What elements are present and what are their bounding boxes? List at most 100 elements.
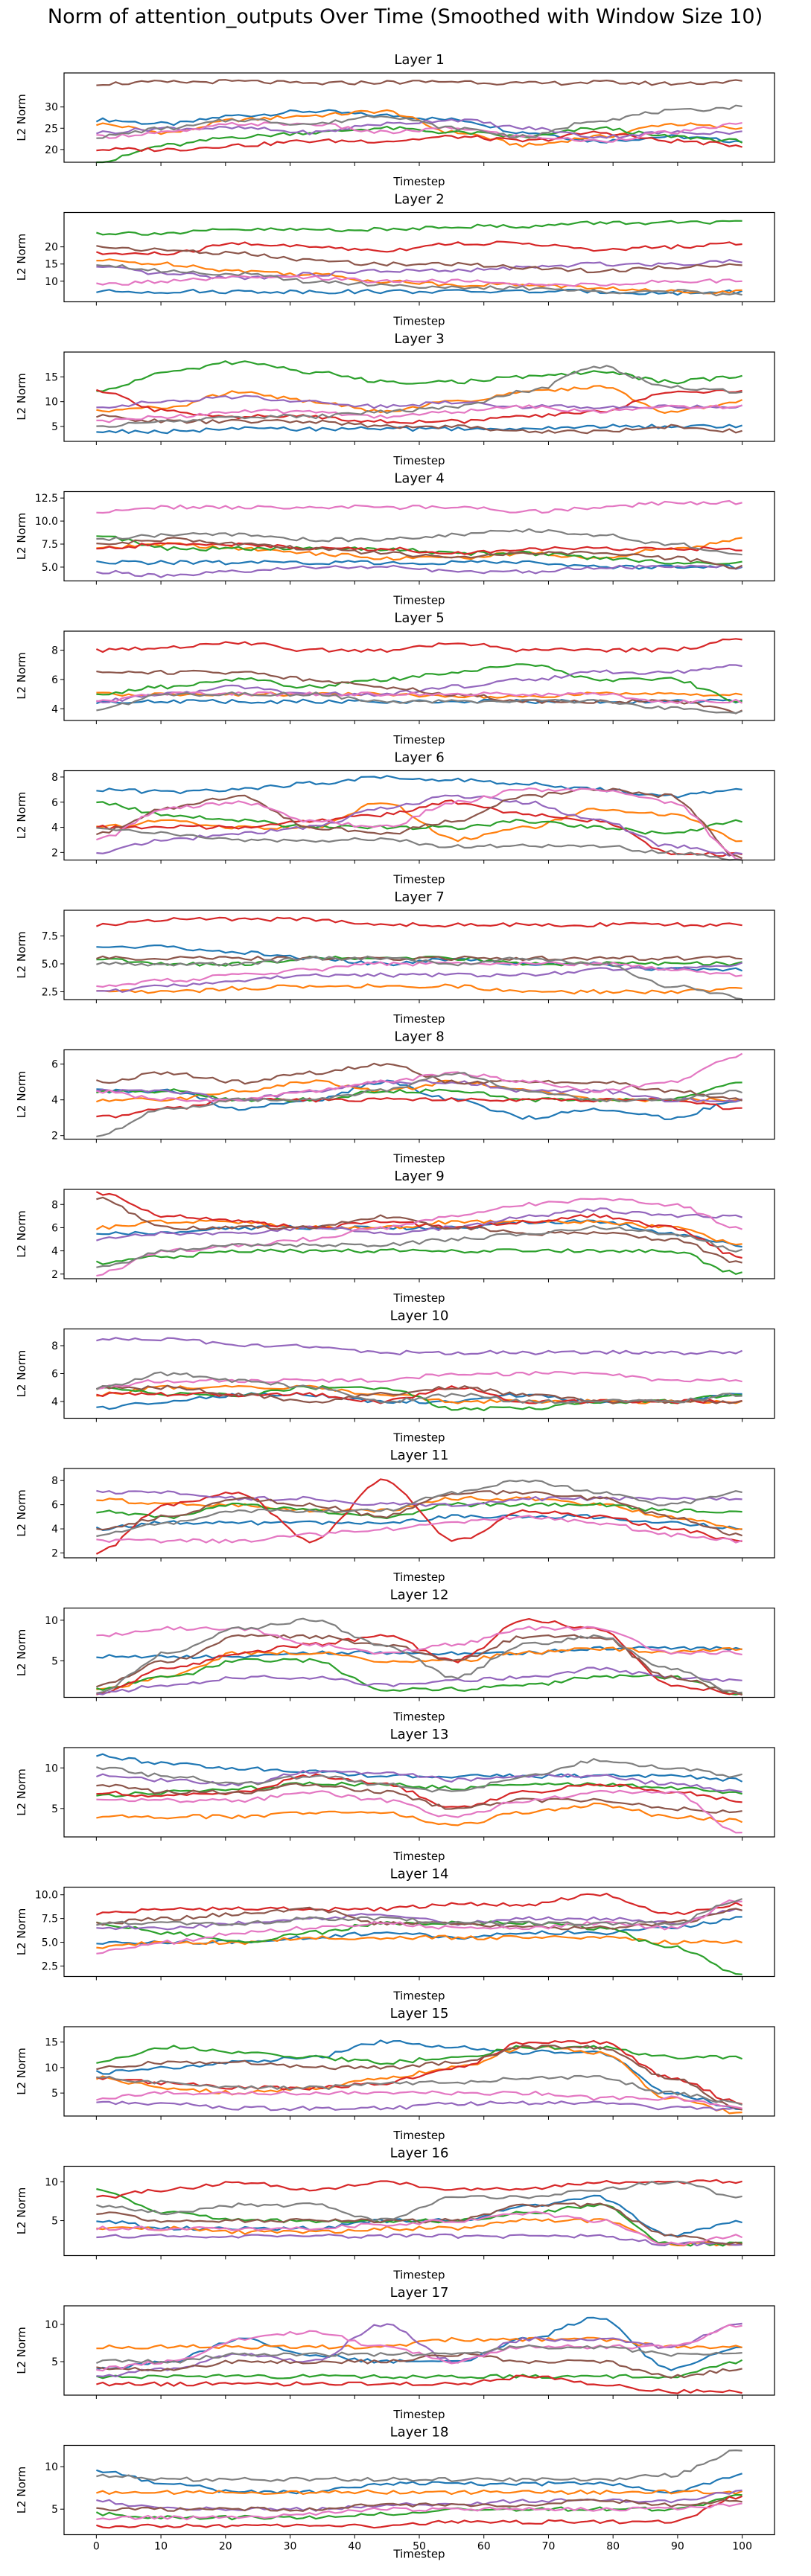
panel-title: Layer 13 — [390, 1727, 449, 1742]
chart-panel-11: Layer 11 L2 Norm Timestep 2 4 6 8 — [15, 1448, 775, 1584]
y-axis-label: L2 Norm — [15, 1350, 28, 1398]
series-line — [96, 394, 742, 409]
y-tick-label: 8 — [51, 1475, 58, 1487]
series-line — [96, 1224, 742, 1268]
plot-frame — [63, 1468, 775, 1559]
y-tick-label: 5 — [51, 1803, 58, 1815]
y-axis-label: L2 Norm — [15, 2048, 28, 2095]
series-line — [96, 2202, 742, 2246]
series-line — [96, 1072, 742, 1138]
series-line — [96, 2336, 742, 2350]
series-line — [96, 245, 742, 274]
series-line — [96, 2218, 742, 2247]
x-tick-label: 50 — [413, 2541, 426, 2553]
panel-title: Layer 18 — [390, 2425, 449, 2441]
y-axis-label: L2 Norm — [15, 513, 28, 560]
y-tick-label: 4 — [51, 1246, 58, 1258]
plot-frame — [63, 1886, 775, 1978]
x-tick-label: 90 — [671, 2541, 684, 2553]
panel-title: Layer 5 — [394, 610, 444, 626]
chart-panel-12: Layer 12 L2 Norm Timestep 5 10 — [15, 1588, 775, 1724]
plot-frame — [63, 1049, 775, 1140]
plot-frame — [63, 490, 775, 582]
chart-panel-14: Layer 14 L2 Norm Timestep 2.5 5.0 7.5 10.0 — [15, 1867, 775, 2003]
y-axis-label: L2 Norm — [15, 792, 28, 840]
y-tick-label: 6 — [51, 1369, 58, 1381]
plot-frame — [63, 770, 775, 861]
y-tick-label: 5 — [51, 1655, 58, 1667]
x-axis-label: Timestep — [392, 2129, 445, 2142]
y-tick-label: 15 — [45, 371, 58, 383]
x-tick-label: 70 — [542, 2541, 556, 2553]
series-line — [96, 827, 742, 861]
series-line — [96, 2359, 743, 2380]
y-tick-label: 7.5 — [42, 1914, 58, 1925]
panel-title: Layer 11 — [390, 1448, 449, 1463]
y-tick-label: 6 — [51, 1500, 58, 1512]
series-line — [96, 2074, 742, 2106]
series-line — [96, 1337, 743, 1355]
series-line — [96, 1758, 742, 1793]
y-tick-label: 10 — [45, 1762, 58, 1774]
x-tick-label: 0 — [93, 2541, 100, 2553]
series-line — [96, 1207, 742, 1241]
series-line — [96, 1479, 742, 1538]
chart-panel-13: Layer 13 L2 Norm Timestep 5 10 — [15, 1727, 775, 1863]
series-line — [95, 1248, 742, 1275]
series-line — [96, 528, 742, 556]
panel-title: Layer 7 — [394, 889, 444, 905]
y-tick-label: 2 — [51, 1269, 58, 1281]
series-line — [96, 1908, 742, 1931]
panel-title: Layer 6 — [394, 750, 444, 766]
series-line — [96, 2489, 743, 2496]
x-tick-label: 10 — [154, 2541, 168, 2553]
series-line — [96, 130, 742, 153]
series-line — [96, 787, 743, 860]
series-line — [96, 1515, 742, 1544]
y-tick-label: 5 — [51, 2504, 58, 2516]
series-line — [96, 2469, 742, 2495]
plot-frame — [63, 910, 775, 1000]
series-line — [96, 2090, 742, 2109]
series-line — [96, 962, 742, 993]
y-tick-label: 4 — [51, 1524, 58, 1535]
y-tick-label: 10 — [45, 1615, 58, 1627]
y-tick-label: 8 — [51, 772, 58, 784]
series-line — [96, 663, 742, 703]
series-line — [96, 1781, 742, 1797]
y-tick-label: 7.5 — [42, 539, 58, 551]
series-line — [95, 2045, 742, 2115]
series-line — [95, 2211, 743, 2246]
y-tick-label: 6 — [51, 1222, 58, 1234]
series-line — [96, 1899, 742, 1955]
chart-panel-2: Layer 2 L2 Norm Timestep 10 15 20 — [15, 192, 775, 328]
series-line — [96, 1617, 742, 1694]
series-line — [96, 542, 742, 555]
series-line — [96, 118, 742, 139]
series-line — [96, 365, 742, 428]
series-line — [96, 2045, 742, 2111]
y-axis-label: L2 Norm — [15, 931, 28, 979]
x-axis-label: Timestep — [392, 1431, 445, 1445]
plot-frame — [63, 351, 775, 442]
y-tick-label: 4 — [51, 703, 58, 715]
series-line — [96, 258, 742, 295]
panel-title: Layer 2 — [394, 192, 444, 208]
y-tick-label: 2 — [51, 1131, 58, 1142]
series-line — [96, 240, 742, 256]
series-line — [96, 775, 742, 799]
plot-frame — [63, 72, 775, 163]
series-line — [96, 691, 742, 715]
chart-panel-16: Layer 16 L2 Norm Timestep 5 10 — [15, 2146, 775, 2282]
chart-panel-9: Layer 9 L2 Norm Timestep 2 4 6 8 — [15, 1169, 775, 1305]
series-line — [95, 1893, 743, 1916]
x-tick-label: 20 — [219, 2541, 232, 2553]
y-axis-label: L2 Norm — [15, 1908, 28, 1956]
series-line — [96, 2502, 742, 2521]
y-tick-label: 4 — [51, 822, 58, 834]
y-tick-label: 10 — [45, 2319, 58, 2331]
y-axis-label: L2 Norm — [15, 94, 28, 141]
y-tick-label: 6 — [51, 674, 58, 686]
series-line — [96, 2045, 742, 2065]
y-tick-label: 10 — [45, 276, 58, 288]
